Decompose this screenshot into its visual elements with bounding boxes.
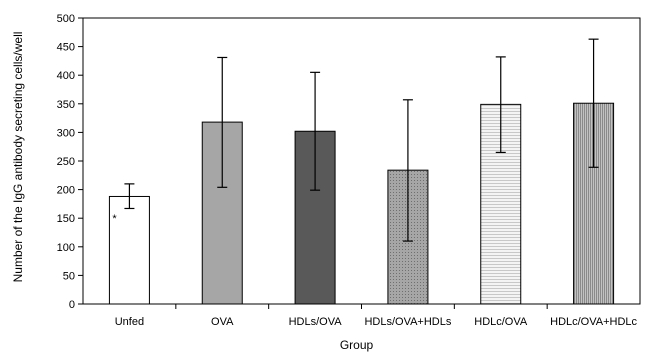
significance-marker: *	[112, 213, 117, 225]
x-tick-label: Unfed	[115, 316, 144, 328]
bar	[294, 130, 336, 305]
x-tick-label: OVA	[211, 316, 234, 328]
y-tick-label: 200	[57, 185, 75, 197]
y-tick-label: 250	[57, 156, 75, 168]
y-tick-label: 50	[63, 270, 75, 282]
y-tick-label: 350	[57, 99, 75, 111]
y-tick-label: 0	[69, 299, 75, 311]
y-tick-label: 300	[57, 127, 75, 139]
x-tick-label: HDLc/OVA+HDLc	[550, 316, 637, 328]
y-tick-label: 500	[57, 13, 75, 25]
y-axis-title: Number of the IgG antibody secreting cel…	[11, 32, 25, 283]
x-tick-label: HDLs/OVA	[289, 316, 343, 328]
y-tick-label: 100	[57, 242, 75, 254]
y-tick-label: 450	[57, 42, 75, 54]
x-tick-label: HDLc/OVA	[474, 316, 528, 328]
bar	[108, 195, 150, 305]
plot-frame	[82, 17, 641, 305]
y-tick-label: 150	[57, 213, 75, 225]
x-axis-title: Group	[340, 338, 374, 352]
y-tick-label: 400	[57, 70, 75, 82]
x-tick-label: HDLs/OVA+HDLs	[364, 316, 451, 328]
